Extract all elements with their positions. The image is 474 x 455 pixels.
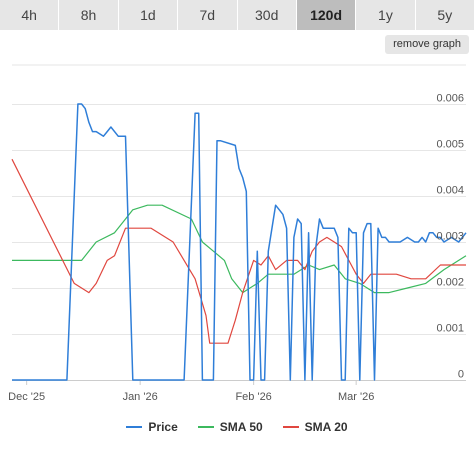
y-tick-label: 0.002 — [436, 277, 464, 289]
legend-swatch — [126, 426, 143, 428]
tab-30d[interactable]: 30d — [237, 0, 296, 30]
y-tick-label: 0.001 — [436, 323, 464, 335]
x-tick-label: Dec '25 — [8, 391, 45, 403]
tab-8h[interactable]: 8h — [59, 0, 118, 30]
tab-4h[interactable]: 4h — [0, 0, 59, 30]
chart-legend: Price SMA 50 SMA 20 — [0, 420, 474, 434]
y-tick-label: 0.006 — [436, 93, 464, 105]
series-line-sma-50 — [12, 204, 467, 294]
remove-graph-button[interactable]: remove graph — [385, 35, 469, 54]
x-tick-label: Feb '26 — [235, 391, 271, 403]
timeframe-tabs: 4h 8h 1d 7d 30d 120d 1y 5y — [0, 0, 474, 30]
y-tick-label: 0.004 — [436, 185, 464, 197]
y-tick-label: 0.005 — [436, 139, 464, 151]
series-layer — [11, 103, 467, 381]
tab-5y[interactable]: 5y — [415, 0, 474, 30]
series-line-price — [12, 103, 467, 381]
legend-item-sma-20[interactable]: SMA 20 — [282, 420, 348, 434]
tab-7d[interactable]: 7d — [178, 0, 237, 30]
legend-label: Price — [148, 420, 178, 434]
x-tick-label: Jan '26 — [123, 391, 158, 403]
legend-swatch — [282, 426, 299, 428]
legend-label: SMA 50 — [219, 420, 263, 434]
legend-item-price[interactable]: Price — [126, 420, 178, 434]
tab-120d[interactable]: 120d — [296, 0, 356, 30]
y-tick-label: 0 — [458, 369, 464, 381]
tab-1y[interactable]: 1y — [356, 0, 415, 30]
tab-1d[interactable]: 1d — [118, 0, 178, 30]
y-axis-labels: 0 0.001 0.002 0.003 0.004 0.005 0.006 — [436, 93, 464, 381]
x-tick-label: Mar '26 — [338, 391, 374, 403]
legend-item-sma-50[interactable]: SMA 50 — [197, 420, 263, 434]
legend-swatch — [197, 426, 214, 428]
legend-label: SMA 20 — [304, 420, 348, 434]
x-axis-labels: Dec '25 Jan '26 Feb '26 Mar '26 — [8, 391, 374, 403]
grid-lines — [12, 64, 466, 385]
y-tick-label: 0.003 — [436, 231, 464, 243]
series-line-sma-20 — [11, 158, 466, 344]
